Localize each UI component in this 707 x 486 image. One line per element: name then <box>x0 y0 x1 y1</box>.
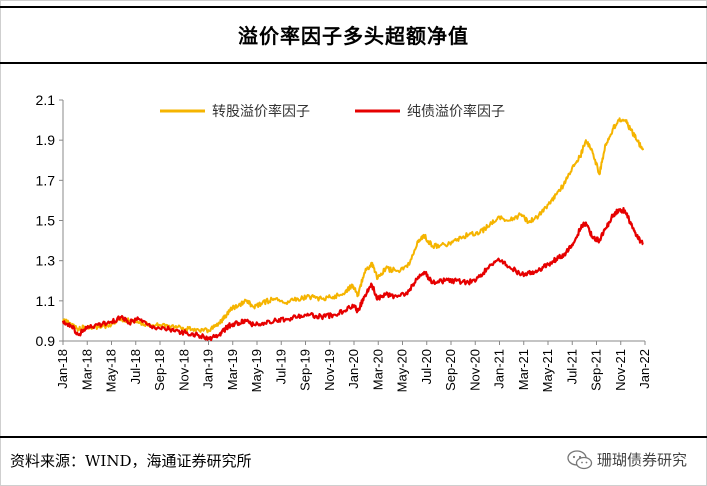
x-tick-label: Nov-19 <box>322 349 337 391</box>
x-tick-label: May-21 <box>540 349 555 392</box>
title-rule <box>0 62 707 64</box>
y-axis: 0.9 1.1 1.3 1.5 1.7 1.9 2.1 <box>36 92 64 349</box>
x-tick-label: Jan-19 <box>201 349 216 389</box>
x-tick-label: Nov-18 <box>176 349 191 391</box>
x-tick-label: Jan-21 <box>492 349 507 389</box>
x-tick-label: Jan-22 <box>637 349 652 389</box>
legend-label-2: 纯债溢价率因子 <box>407 103 505 120</box>
x-tick-label: Sep-19 <box>298 349 313 391</box>
source-note: 资料来源：WIND，海通证券研究所 <box>10 452 252 470</box>
source-rule <box>0 436 707 438</box>
series-line-2 <box>61 207 644 342</box>
x-axis: Jan-18 Mar-18 May-18 Jul-18 Sep-18 Nov-18 Jan-… <box>55 340 652 392</box>
legend: 转股溢价率因子 纯债溢价率因子 <box>160 103 505 120</box>
x-tick-label: Sep-20 <box>443 349 458 391</box>
x-tick-label: Mar-19 <box>225 349 240 390</box>
top-rule <box>0 6 707 8</box>
x-tick-label: May-20 <box>395 349 410 392</box>
y-tick-label: 1.7 <box>36 172 56 188</box>
y-tick-label: 1.3 <box>36 253 56 269</box>
x-tick-label: Sep-18 <box>152 349 167 391</box>
x-tick-label: Nov-21 <box>613 349 628 391</box>
chart-title: 溢价率因子多头超额净值 <box>238 24 469 48</box>
x-tick-label: Jan-18 <box>55 349 70 389</box>
wechat-icon <box>567 449 593 469</box>
x-tick-label: Mar-21 <box>516 349 531 390</box>
x-tick-label: Nov-20 <box>467 349 482 391</box>
x-tick-label: Jan-20 <box>346 349 361 389</box>
x-tick-label: Jul-19 <box>273 349 288 384</box>
legend-label-1: 转股溢价率因子 <box>212 103 310 120</box>
line-chart: 0.9 1.1 1.3 1.5 1.7 1.9 2.1 Jan-18 Mar-18 May-18… <box>36 92 652 392</box>
series-line-1 <box>62 117 645 334</box>
y-tick-label: 2.1 <box>36 92 56 108</box>
x-tick-label: Mar-20 <box>370 349 385 390</box>
x-tick-label: Jul-18 <box>128 349 143 384</box>
x-tick-label: Mar-18 <box>79 349 94 390</box>
brand-text: 珊瑚债券研究 <box>596 451 687 469</box>
x-tick-label: Jul-21 <box>564 349 579 384</box>
x-tick-label: May-18 <box>104 349 119 392</box>
y-tick-label: 0.9 <box>36 333 56 349</box>
brand-label: 珊瑚债券研究 <box>567 449 687 470</box>
y-tick-label: 1.5 <box>36 213 56 229</box>
y-tick-label: 1.1 <box>36 293 56 309</box>
x-tick-label: May-19 <box>249 349 264 392</box>
x-tick-label: Jul-20 <box>419 349 434 384</box>
x-tick-label: Sep-21 <box>589 349 604 391</box>
y-tick-label: 1.9 <box>36 132 56 148</box>
series-layer <box>61 117 645 342</box>
